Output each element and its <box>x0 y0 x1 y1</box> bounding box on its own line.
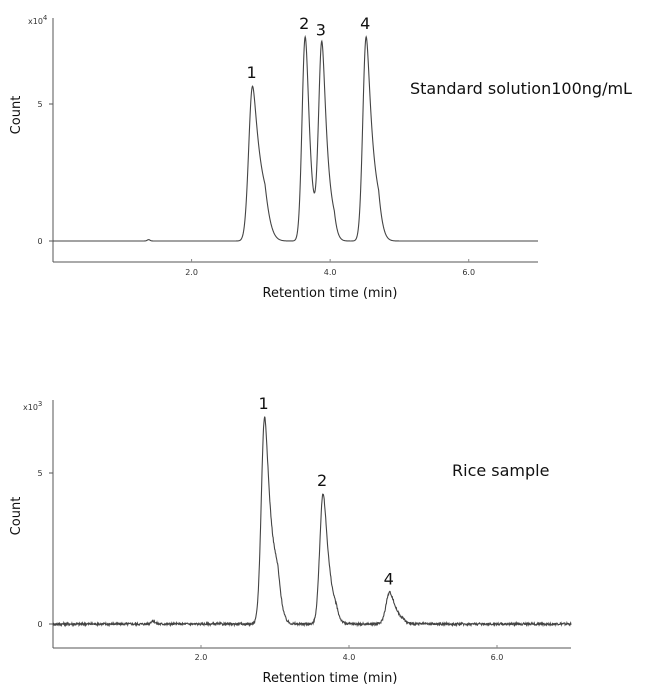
peak-label: 2 <box>299 14 309 33</box>
y-tick-label: 0 <box>37 620 42 629</box>
panel-rice: 0 5 2.0 4.0 6.0 x103 Count Retention time (min)… <box>9 394 572 686</box>
chromatogram-trace <box>52 416 572 628</box>
chromatogram-trace <box>53 34 538 242</box>
peak-label: 1 <box>246 63 256 82</box>
x-tick-label: 6.0 <box>462 268 475 277</box>
y-axis-label: Count <box>9 96 24 135</box>
y-scale-multiplier: x103 <box>23 400 42 412</box>
y-tick-label: 0 <box>37 237 42 246</box>
x-axis-label: Retention time (min) <box>263 286 398 301</box>
peak-label: 3 <box>316 21 326 40</box>
x-tick-label: 2.0 <box>185 268 198 277</box>
chart-title: Rice sample <box>452 461 549 480</box>
x-tick-label: 4.0 <box>324 268 337 277</box>
y-scale-multiplier: x104 <box>28 14 48 26</box>
y-tick-label: 5 <box>37 100 42 109</box>
x-axis-label: Retention time (min) <box>263 671 398 686</box>
chart-title: Standard solution100ng/mL <box>410 79 632 98</box>
x-tick-label: 4.0 <box>343 653 356 662</box>
peak-label: 1 <box>259 394 269 413</box>
x-tick-label: 6.0 <box>491 653 504 662</box>
peak-label: 4 <box>384 569 394 588</box>
panel-standard: 0 5 2.0 4.0 6.0 x104 Count Retention time (min)… <box>9 14 632 301</box>
y-axis-label: Count <box>9 497 24 536</box>
peak-label: 4 <box>360 14 370 33</box>
peak-label: 2 <box>317 471 327 490</box>
x-tick-label: 2.0 <box>195 653 208 662</box>
y-tick-label: 5 <box>37 469 42 478</box>
